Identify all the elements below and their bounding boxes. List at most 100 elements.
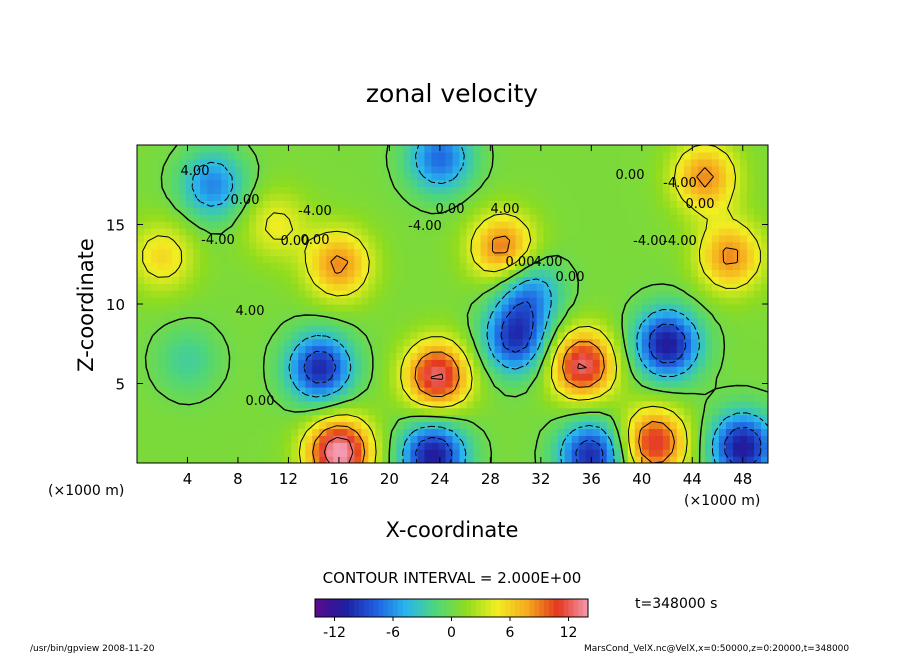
heatmap-cell xyxy=(438,234,447,243)
heatmap-cell xyxy=(494,359,503,367)
heatmap-cell xyxy=(242,158,250,167)
heatmap-cell xyxy=(487,428,496,436)
heatmap-cell xyxy=(690,207,699,215)
heatmap-cell xyxy=(662,241,671,250)
heatmap-cell xyxy=(564,304,573,312)
heatmap-cell xyxy=(599,414,608,423)
heatmap-cell xyxy=(627,193,636,201)
heatmap-cell xyxy=(193,407,201,416)
heatmap-cell xyxy=(550,407,559,416)
heatmap-cell xyxy=(739,186,748,194)
heatmap-cell xyxy=(753,145,762,153)
heatmap-cell xyxy=(641,400,650,409)
heatmap-cell xyxy=(256,158,264,167)
heatmap-cell xyxy=(746,172,755,181)
heatmap-cell xyxy=(354,172,362,181)
heatmap-cell xyxy=(634,317,643,326)
heatmap-cell xyxy=(690,304,699,312)
heatmap-cell xyxy=(613,186,622,194)
heatmap-cell xyxy=(655,359,664,367)
heatmap-cell xyxy=(396,442,405,450)
heatmap-cell xyxy=(613,255,622,264)
heatmap-cell xyxy=(172,297,180,305)
heatmap-cell xyxy=(389,151,398,160)
heatmap-cell xyxy=(207,386,215,395)
heatmap-cell xyxy=(340,352,348,360)
heatmap-cell xyxy=(354,310,362,319)
heatmap-cell xyxy=(396,262,405,271)
heatmap-cell xyxy=(690,283,699,291)
heatmap-cell xyxy=(333,172,341,181)
heatmap-cell xyxy=(508,200,517,208)
heatmap-cell xyxy=(256,317,264,326)
heatmap-cell xyxy=(599,234,608,243)
heatmap-cell xyxy=(312,241,320,250)
heatmap-cell xyxy=(746,324,755,333)
heatmap-cell xyxy=(613,414,622,423)
heatmap-cell xyxy=(333,373,341,381)
heatmap-cell xyxy=(515,352,524,360)
heatmap-cell xyxy=(578,193,587,201)
heatmap-cell xyxy=(249,290,257,298)
heatmap-cell xyxy=(760,317,768,326)
heatmap-cell xyxy=(284,193,292,201)
heatmap-cell xyxy=(165,324,173,333)
heatmap-cell xyxy=(613,145,622,153)
heatmap-cell xyxy=(613,435,622,443)
heatmap-cell xyxy=(445,241,454,250)
heatmap-cell xyxy=(375,221,383,229)
heatmap-cell xyxy=(690,165,699,174)
heatmap-cell xyxy=(179,442,187,450)
heatmap-cell xyxy=(144,380,152,388)
heatmap-cell xyxy=(746,428,755,436)
heatmap-cell xyxy=(452,442,461,450)
heatmap-cell xyxy=(669,428,678,436)
heatmap-cell xyxy=(683,158,692,167)
heatmap-cell xyxy=(606,407,615,416)
heatmap-cell xyxy=(340,290,348,298)
heatmap-cell xyxy=(277,428,285,436)
heatmap-cell xyxy=(368,269,376,277)
heatmap-cell xyxy=(312,393,320,402)
heatmap-cell xyxy=(592,407,601,416)
heatmap-cell xyxy=(144,352,152,360)
heatmap-cell xyxy=(753,393,762,402)
heatmap-cell xyxy=(655,151,664,160)
heatmap-cell xyxy=(263,359,271,367)
heatmap-cell xyxy=(312,421,320,430)
heatmap-cell xyxy=(277,442,285,450)
heatmap-cell xyxy=(662,421,671,430)
heatmap-cell xyxy=(683,172,692,181)
heatmap-cell xyxy=(298,352,306,360)
heatmap-cell xyxy=(179,221,187,229)
heatmap-cell xyxy=(284,158,292,167)
heatmap-cell xyxy=(473,165,482,174)
heatmap-cell xyxy=(634,386,643,395)
heatmap-cell xyxy=(662,442,671,450)
heatmap-cell xyxy=(438,421,447,430)
heatmap-cell xyxy=(186,283,194,291)
heatmap-cell xyxy=(326,331,334,340)
heatmap-cell xyxy=(620,179,629,188)
heatmap-cell xyxy=(648,193,657,201)
heatmap-cell xyxy=(417,158,426,167)
heatmap-cell xyxy=(711,234,720,243)
heatmap-cell xyxy=(410,304,419,312)
heatmap-cell xyxy=(305,165,313,174)
heatmap-cell xyxy=(480,435,489,443)
heatmap-cell xyxy=(613,234,622,243)
heatmap-cell xyxy=(557,214,566,222)
heatmap-cell xyxy=(725,297,734,305)
heatmap-cell xyxy=(480,380,489,388)
heatmap-cell xyxy=(564,172,573,181)
heatmap-cell xyxy=(235,200,243,208)
heatmap-cell xyxy=(368,165,376,174)
heatmap-cell xyxy=(620,241,629,250)
heatmap-cell xyxy=(508,165,517,174)
heatmap-cell xyxy=(634,407,643,416)
heatmap-cell xyxy=(403,207,412,215)
heatmap-cell xyxy=(683,262,692,271)
heatmap-cell xyxy=(235,207,243,215)
heatmap-cell xyxy=(452,338,461,347)
heatmap-cell xyxy=(732,414,741,423)
